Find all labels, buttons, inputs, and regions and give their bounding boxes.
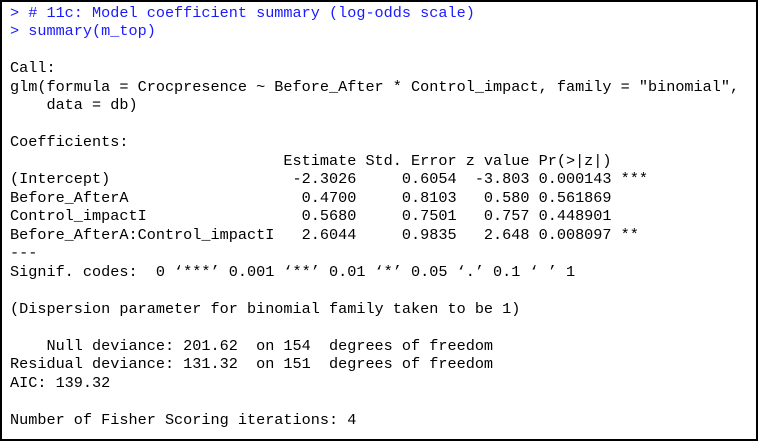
output-line: --- xyxy=(10,244,38,262)
command-line: > summary(m_top) xyxy=(10,22,156,40)
output-line: Null deviance: 201.62 on 154 degrees of … xyxy=(10,336,494,355)
output-line: Signif. codes: 0 ‘***’ 0.001 ‘**’ 0.01 ‘… xyxy=(10,262,576,281)
output-line: Call: xyxy=(10,59,56,77)
output-line: (Dispersion parameter for binomial famil… xyxy=(10,299,521,318)
output-line: Before_AfterA:Control_impactI 2.6044 0.9… xyxy=(10,225,639,244)
output-line: Residual deviance: 131.32 on 151 degrees… xyxy=(10,355,494,373)
output-line: Control_impactI 0.5680 0.7501 0.757 0.44… xyxy=(10,207,612,225)
output-line: Coefficients: xyxy=(10,133,129,151)
output-line: data = db) xyxy=(10,96,138,114)
output-line: Before_AfterA 0.4700 0.8103 0.580 0.5618… xyxy=(10,188,612,207)
output-line: (Intercept) -2.3026 0.6054 -3.803 0.0001… xyxy=(10,170,648,188)
output-line: Estimate Std. Error z value Pr(>|z|) xyxy=(10,151,612,170)
output-line: Number of Fisher Scoring iterations: 4 xyxy=(10,410,357,429)
command-line: > # 11c: Model coefficient summary (log-… xyxy=(10,3,475,22)
output-line: AIC: 139.32 xyxy=(10,373,111,392)
output-line: glm(formula = Crocpresence ~ Before_Afte… xyxy=(10,77,740,96)
